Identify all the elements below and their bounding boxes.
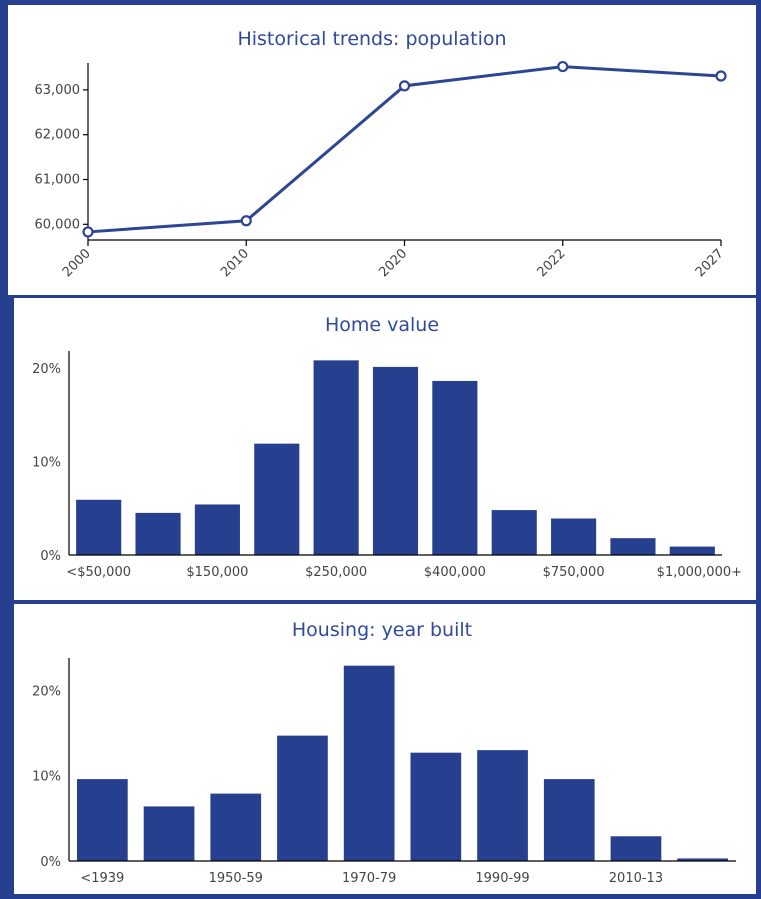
bar <box>477 750 528 861</box>
chart-title: Home value <box>325 314 439 336</box>
x-tick-label: <1939 <box>80 871 124 886</box>
x-tick-label: 2000 <box>60 246 94 280</box>
x-tick-label: $400,000 <box>424 565 486 580</box>
population-chart-panel: Historical trends: population 60,000 61,00… <box>8 5 756 295</box>
x-tick-label: $150,000 <box>186 565 248 580</box>
x-tick-label: $250,000 <box>305 565 367 580</box>
y-tick-label: 63,000 <box>35 83 81 98</box>
bar <box>543 779 595 861</box>
bar <box>254 443 300 555</box>
bar <box>610 836 662 861</box>
home-value-chart-panel: Home value 0% 10% 20% <$50,000 $150,000 $250,0… <box>14 298 756 600</box>
bar <box>313 360 359 555</box>
x-tick-label: 2027 <box>693 246 727 280</box>
data-point <box>82 226 94 238</box>
bar <box>210 793 262 861</box>
bar <box>143 806 195 861</box>
y-tick-label: 60,000 <box>35 217 81 232</box>
bar <box>610 538 656 555</box>
population-line-chart: Historical trends: population 60,000 61,00… <box>35 28 727 280</box>
y-tick-label: 10% <box>32 770 61 785</box>
bar <box>410 752 462 861</box>
bar <box>343 665 395 861</box>
bar <box>372 366 419 555</box>
y-tick-label: 10% <box>32 455 61 470</box>
bar <box>669 546 715 555</box>
x-tick-label: <$50,000 <box>66 565 131 580</box>
y-tick-label: 62,000 <box>35 128 81 143</box>
bar <box>277 735 328 861</box>
x-tick-label: 2022 <box>535 246 569 280</box>
bar <box>491 510 537 555</box>
data-point <box>715 70 727 82</box>
y-tick-label: 61,000 <box>35 173 81 188</box>
chart-title: Housing: year built <box>292 619 472 641</box>
bar <box>194 504 240 555</box>
bar <box>677 858 728 861</box>
x-tick-label: $1,000,000+ <box>657 565 742 580</box>
data-point <box>240 215 252 227</box>
bar <box>135 512 181 555</box>
year-built-bar-chart: Housing: year built 0% 10% 20% <1939 1950-59 1… <box>32 619 736 886</box>
data-point <box>398 80 411 92</box>
x-tick-label: $750,000 <box>543 565 605 580</box>
x-tick-label: 2010 <box>218 246 252 280</box>
home-value-bar-chart: Home value 0% 10% 20% <$50,000 $150,000 $250,0… <box>32 314 742 580</box>
year-built-chart-panel: Housing: year built 0% 10% 20% <1939 1950-59 1… <box>14 604 756 894</box>
x-tick-label: 2010-13 <box>609 871 663 886</box>
bar <box>551 518 597 555</box>
x-tick-label: 2020 <box>376 246 410 280</box>
y-tick-label: 20% <box>32 362 61 377</box>
bar <box>76 499 122 555</box>
x-tick-label: 1990-99 <box>475 871 529 886</box>
data-point <box>557 60 569 73</box>
y-tick-label: 0% <box>40 855 61 870</box>
bar <box>77 779 128 861</box>
y-tick-label: 0% <box>40 549 61 564</box>
x-tick-label: 1950-59 <box>209 871 263 886</box>
y-tick-label: 20% <box>32 684 61 699</box>
x-tick-label: 1970-79 <box>342 871 396 886</box>
bar <box>432 380 478 555</box>
chart-title: Historical trends: population <box>237 28 506 50</box>
